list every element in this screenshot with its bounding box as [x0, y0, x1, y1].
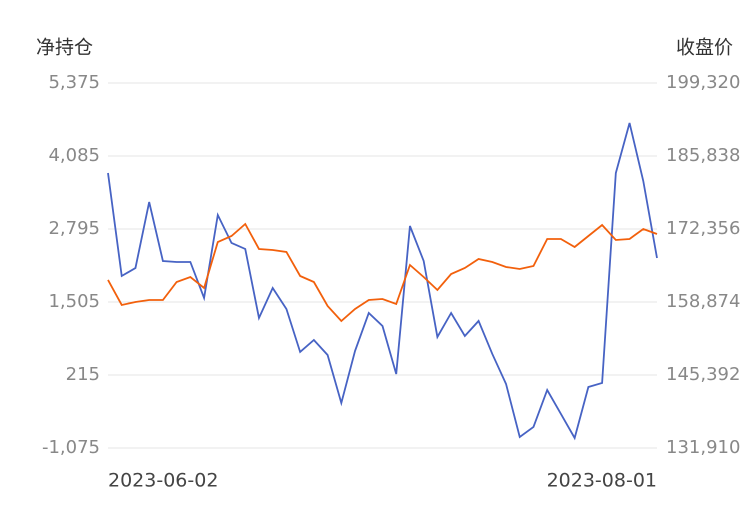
y2-tick-label: 131,910 — [666, 437, 740, 458]
y-tick-label: 4,085 — [48, 145, 100, 166]
y2-tick-label: 172,356 — [666, 218, 740, 239]
y2-tick-label: 199,320 — [666, 72, 740, 93]
y-tick-label: 2,795 — [48, 218, 100, 239]
y2-tick-label: 158,874 — [666, 291, 740, 312]
y-tick-label: 5,375 — [48, 72, 100, 93]
y2-tick-label: 145,392 — [666, 364, 740, 385]
series-line — [107, 222, 658, 323]
y-axis-title: 净持仓 — [36, 37, 93, 59]
x-tick-label: 2023-08-01 — [547, 470, 657, 492]
y2-axis-title: 收盘价 — [676, 37, 733, 59]
y-tick-label: 215 — [66, 364, 100, 385]
y2-tick-label: 185,838 — [666, 145, 740, 166]
x-tick-label: 2023-06-02 — [108, 470, 218, 492]
y-tick-label: -1,075 — [42, 437, 100, 458]
y-tick-label: 1,505 — [48, 291, 100, 312]
series-line — [107, 122, 658, 441]
